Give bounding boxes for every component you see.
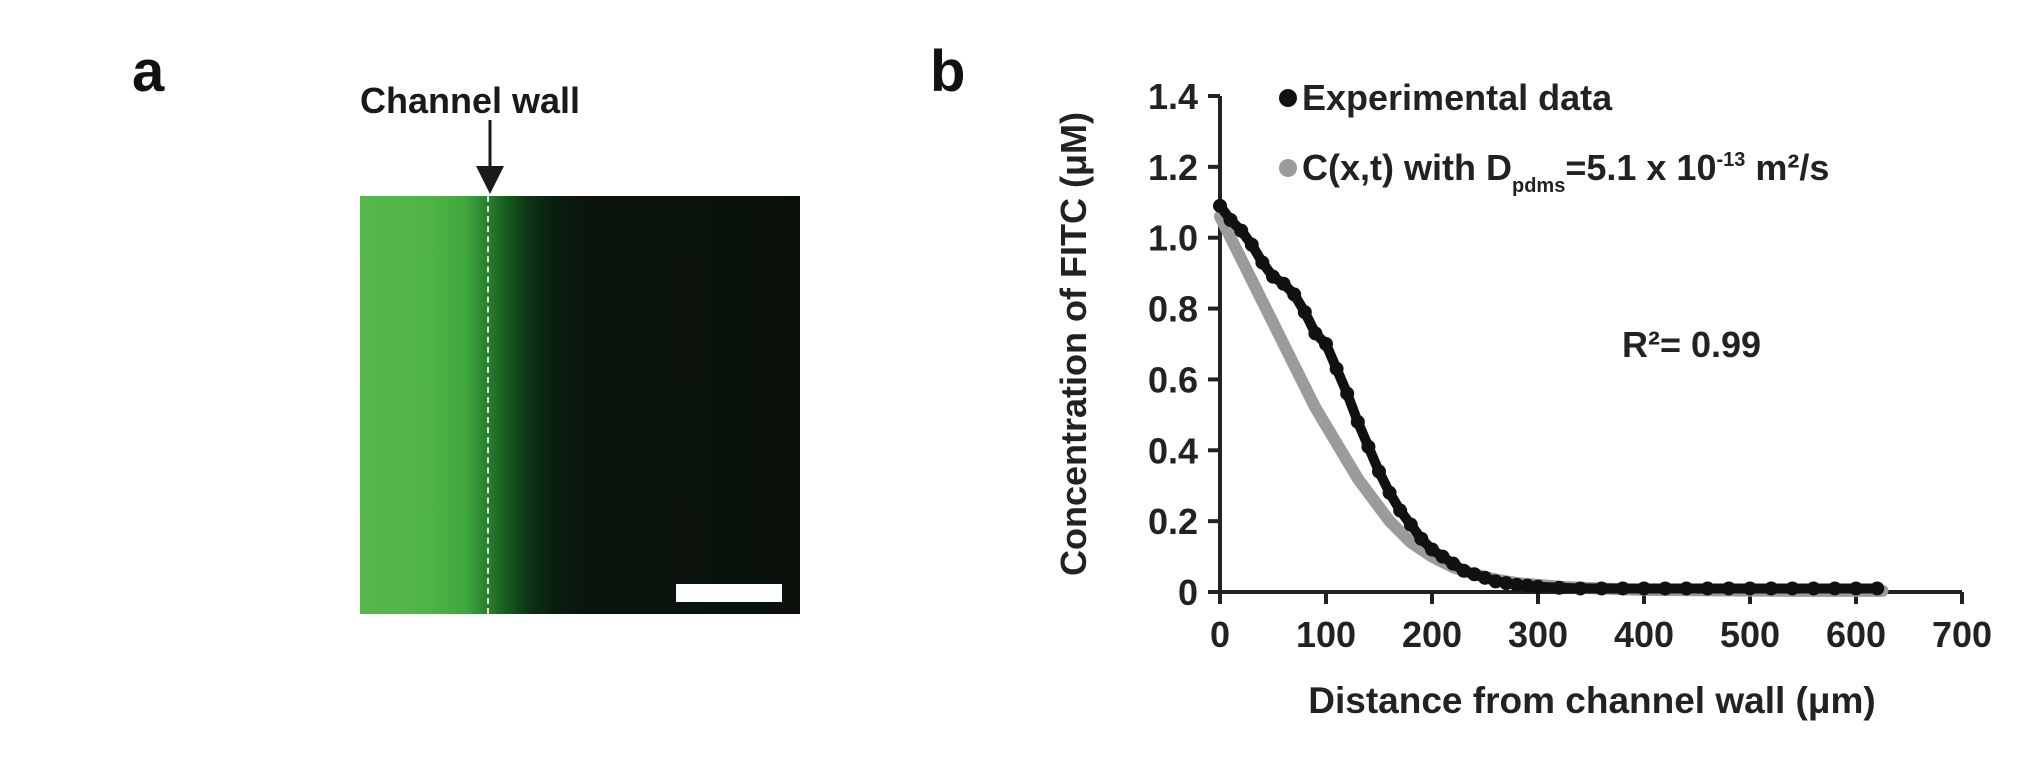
experimental-point bbox=[1255, 255, 1270, 270]
legend-fit: C(x,t) with Dpdms=5.1 x 10-13 m²/s bbox=[1302, 147, 1829, 197]
fit-curve-line bbox=[1214, 210, 1889, 597]
y-tick-label: 1.4 bbox=[1148, 76, 1198, 117]
legend-experimental: Experimental data bbox=[1302, 77, 1613, 118]
scale-bar bbox=[676, 584, 782, 602]
experimental-point bbox=[1382, 485, 1397, 500]
experimental-point bbox=[1743, 581, 1757, 596]
experimental-point bbox=[1244, 237, 1259, 252]
experimental-point bbox=[1350, 414, 1365, 429]
experimental-series bbox=[1213, 198, 1885, 596]
legend-fit-exponent: -13 bbox=[1716, 149, 1745, 171]
experimental-point bbox=[1456, 563, 1471, 578]
y-tick-label: 0.6 bbox=[1148, 359, 1198, 400]
experimental-point bbox=[1414, 531, 1429, 546]
experimental-point bbox=[1764, 581, 1779, 596]
experimental-point bbox=[1552, 580, 1567, 595]
legend-marker-experimental bbox=[1279, 89, 1297, 107]
x-tick-label: 600 bbox=[1826, 614, 1886, 655]
panel-a-label: a bbox=[132, 39, 165, 104]
experimental-point bbox=[1329, 361, 1344, 376]
experimental-point bbox=[1509, 577, 1524, 592]
experimental-point bbox=[1308, 326, 1323, 341]
y-axis-title: Concentration of FITC (μM) bbox=[1053, 112, 1094, 576]
fit-curve-series bbox=[1214, 210, 1889, 597]
experimental-point bbox=[1361, 439, 1376, 454]
experimental-point bbox=[1849, 581, 1863, 596]
experimental-point bbox=[1372, 464, 1386, 479]
experimental-trace bbox=[1215, 200, 1883, 594]
y-tick-label: 0.8 bbox=[1148, 289, 1198, 330]
experimental-point bbox=[1478, 570, 1492, 585]
concentration-chart: 0 100 200 300 400 500 600 700 0 0.2 0.4 0.6 0.8 1.0 1.… bbox=[1053, 76, 1992, 721]
y-tick-label: 1.0 bbox=[1148, 218, 1198, 259]
experimental-point bbox=[1393, 503, 1408, 518]
channel-wall-dashed-line bbox=[487, 196, 489, 614]
experimental-point bbox=[1446, 556, 1461, 571]
experimental-point bbox=[1520, 578, 1535, 593]
y-tick-label: 0.4 bbox=[1148, 430, 1198, 471]
experimental-point bbox=[1637, 581, 1651, 596]
x-tick-label: 400 bbox=[1614, 614, 1674, 655]
experimental-point bbox=[1499, 576, 1514, 591]
experimental-point bbox=[1435, 549, 1450, 564]
x-tick-label: 700 bbox=[1932, 614, 1992, 655]
experimental-point bbox=[1403, 517, 1418, 532]
experimental-point bbox=[1467, 567, 1482, 582]
r-squared-annotation: R²= 0.99 bbox=[1622, 324, 1761, 365]
experimental-point bbox=[1488, 574, 1503, 589]
y-tick-label: 0 bbox=[1178, 572, 1198, 613]
x-tick-label: 0 bbox=[1210, 614, 1230, 655]
experimental-point bbox=[1806, 581, 1821, 596]
channel-wall-label: Channel wall bbox=[360, 80, 581, 121]
experimental-point bbox=[1266, 269, 1280, 284]
experimental-point bbox=[1573, 581, 1588, 596]
legend-fit-subscript: pdms bbox=[1512, 175, 1565, 197]
legend-fit-prefix: C(x,t) with D bbox=[1302, 147, 1512, 188]
experimental-point bbox=[1870, 581, 1885, 596]
panel-b-label: b bbox=[930, 39, 966, 104]
experimental-point bbox=[1287, 287, 1302, 302]
x-tick-label: 200 bbox=[1402, 614, 1462, 655]
y-tick-label: 0.2 bbox=[1148, 501, 1198, 542]
arrow-down-icon bbox=[476, 120, 504, 194]
legend-marker-fit bbox=[1279, 159, 1297, 177]
legend-fit-value: =5.1 x 10 bbox=[1565, 147, 1716, 188]
legend-fit-unit: m²/s bbox=[1745, 147, 1829, 188]
experimental-point bbox=[1594, 581, 1609, 596]
experimental-point bbox=[1531, 579, 1545, 594]
x-tick-label: 300 bbox=[1508, 614, 1568, 655]
experimental-point bbox=[1425, 542, 1439, 557]
y-tick-label: 1.2 bbox=[1148, 147, 1198, 188]
x-tick-label: 100 bbox=[1296, 614, 1356, 655]
experimental-point bbox=[1223, 213, 1238, 227]
experimental-point bbox=[1721, 581, 1736, 596]
experimental-point bbox=[1615, 581, 1630, 596]
experimental-point bbox=[1276, 276, 1291, 291]
experimental-point bbox=[1679, 581, 1694, 596]
x-tick-label: 500 bbox=[1720, 614, 1780, 655]
fluorescence-micrograph bbox=[360, 196, 800, 614]
experimental-point bbox=[1785, 581, 1800, 596]
experimental-point bbox=[1827, 581, 1842, 596]
experimental-point bbox=[1319, 337, 1333, 351]
experimental-point bbox=[1658, 581, 1673, 596]
experimental-point bbox=[1340, 386, 1355, 401]
x-axis-title: Distance from channel wall (μm) bbox=[1308, 680, 1875, 721]
experimental-point bbox=[1297, 305, 1312, 320]
legend: Experimental data C(x,t) with Dpdms=5.1 … bbox=[1279, 77, 1829, 197]
experimental-point bbox=[1700, 581, 1715, 596]
experimental-point bbox=[1213, 198, 1227, 213]
experimental-point bbox=[1234, 223, 1249, 238]
